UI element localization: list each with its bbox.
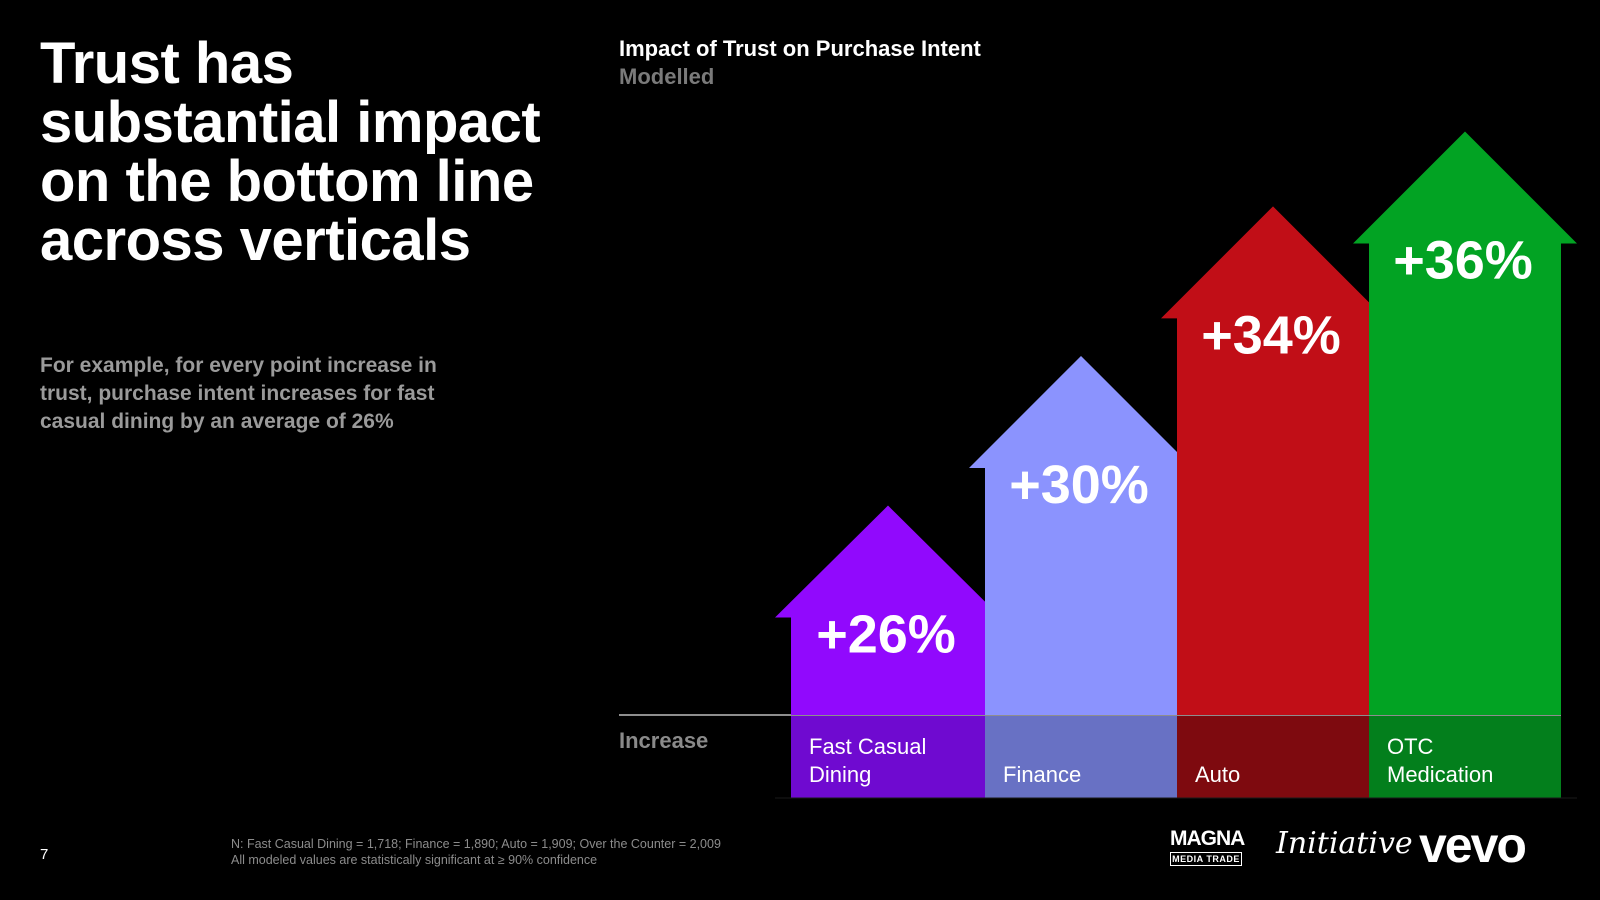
category-label: Finance (1003, 762, 1081, 787)
data-label: +34% (1201, 305, 1341, 365)
arrow-bar (1161, 206, 1385, 716)
page-number: 7 (40, 846, 49, 863)
category-label: Dining (809, 762, 871, 787)
footnote: N: Fast Casual Dining = 1,718; Finance =… (231, 836, 721, 868)
data-label: +36% (1393, 231, 1533, 291)
category-label-block (791, 716, 985, 798)
subtext: For example, for every point increase in… (40, 354, 437, 433)
vevo-logo: vevo (1419, 817, 1527, 873)
category-label: Auto (1195, 762, 1240, 787)
magna-logo-subtext: MEDIA TRADE (1170, 852, 1242, 866)
data-label: +26% (816, 605, 956, 665)
footnote-line-1: N: Fast Casual Dining = 1,718; Finance =… (231, 837, 721, 851)
category-label: Fast Casual (809, 734, 926, 759)
category-label-block (1369, 716, 1561, 798)
arrow-bar (1353, 131, 1577, 715)
arrow-bar (775, 505, 1001, 715)
chart-subtitle: Modelled (619, 64, 715, 89)
category-label: Medication (1387, 762, 1493, 787)
data-label: +30% (1009, 455, 1149, 515)
category-label-block (1177, 716, 1369, 798)
initiative-logo: Initiative (1276, 826, 1413, 861)
magna-logo-text: MAGNA (1170, 827, 1245, 850)
magna-logo: MAGNA MEDIA TRADE (1170, 827, 1245, 868)
category-label: OTC (1387, 734, 1434, 759)
row-label: Increase (619, 728, 708, 753)
headline: Trust has substantial impact on the bott… (40, 31, 541, 273)
category-label-block (985, 716, 1177, 798)
arrow-bar (969, 355, 1193, 715)
footnote-line-2: All modeled values are statistically sig… (231, 853, 598, 867)
chart-title: Impact of Trust on Purchase Intent (619, 36, 981, 61)
